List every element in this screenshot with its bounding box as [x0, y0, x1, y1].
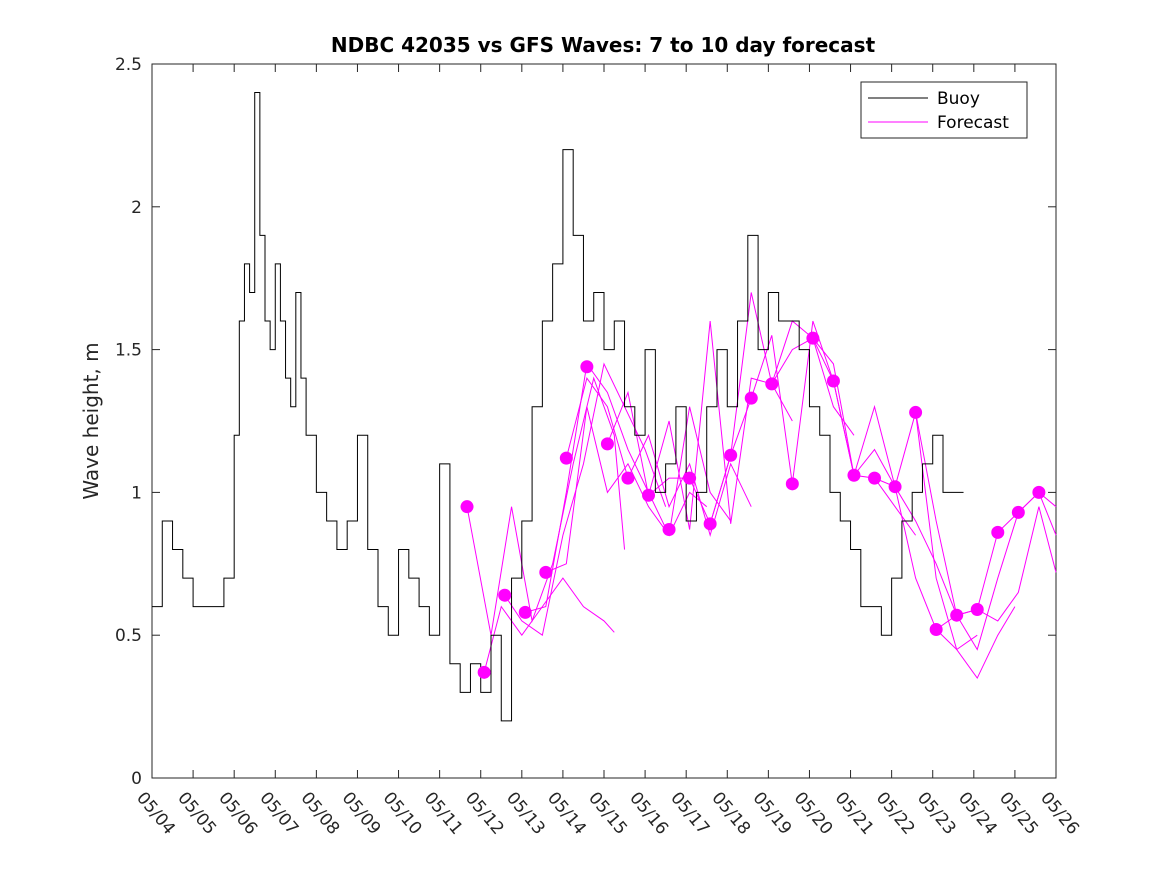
forecast-marker: [683, 471, 697, 485]
forecast-marker: [498, 588, 512, 602]
legend-buoy-label: Buoy: [937, 89, 980, 109]
forecast-series-group: [466, 292, 1057, 680]
forecast-marker: [785, 477, 799, 491]
forecast-marker: [539, 565, 553, 579]
forecast-marker: [847, 468, 861, 482]
forecast-marker: [909, 405, 923, 419]
y-tick-label: 1: [131, 483, 142, 503]
forecast-marker: [991, 525, 1005, 539]
chart-title: NDBC 42035 vs GFS Waves: 7 to 10 day for…: [331, 33, 876, 57]
forecast-line-13: [915, 412, 1057, 622]
y-tick-label: 0: [131, 769, 142, 789]
forecast-marker: [826, 374, 840, 388]
forecast-marker: [724, 448, 738, 462]
forecast-line-6: [565, 377, 752, 538]
forecast-marker: [621, 471, 635, 485]
forecast-line-9: [709, 320, 917, 536]
forecast-line-5: [545, 406, 732, 573]
forecast-line-1: [466, 376, 626, 636]
forecast-marker: [765, 377, 779, 391]
y-tick-label: 1.5: [115, 341, 142, 361]
legend-box: [860, 81, 1028, 139]
forecast-line-7: [606, 320, 793, 530]
forecast-line-10: [771, 337, 978, 651]
forecast-line-4: [525, 362, 708, 613]
legend-forecast-label: Forecast: [937, 113, 1009, 133]
forecast-marker: [600, 437, 614, 451]
forecast-marker: [929, 622, 943, 636]
forecast-marker: [1011, 505, 1025, 519]
forecast-marker: [950, 608, 964, 622]
forecast-marker: [703, 517, 717, 531]
forecast-marker: [559, 451, 573, 465]
forecast-marker: [1032, 485, 1046, 499]
forecast-marker: [662, 523, 676, 537]
forecast-marker: [460, 500, 474, 514]
legend: Buoy Forecast: [860, 81, 1028, 139]
y-tick-label: 2: [131, 198, 142, 218]
forecast-marker: [477, 665, 491, 679]
y-axis: 0 0.5 1 1.5 2 2.5: [115, 55, 1056, 789]
forecast-marker: [642, 488, 656, 502]
forecast-marker: [868, 471, 882, 485]
forecast-marker: [806, 331, 820, 345]
buoy-series-group: [152, 92, 964, 722]
forecast-marker: [970, 602, 984, 616]
forecast-marker: [580, 360, 594, 374]
forecast-marker: [744, 391, 758, 405]
forecast-marker: [888, 480, 902, 494]
buoy-line: [152, 92, 964, 722]
plot-area: [151, 63, 1057, 779]
forecast-markers-group: [460, 331, 1046, 679]
y-axis-label: Wave height, m: [79, 342, 103, 499]
y-tick-label: 2.5: [115, 55, 142, 75]
forecast-line-8: [648, 292, 855, 526]
forecast-marker: [518, 605, 532, 619]
forecast-line-2: [483, 577, 615, 673]
y-tick-label: 0.5: [115, 626, 142, 646]
